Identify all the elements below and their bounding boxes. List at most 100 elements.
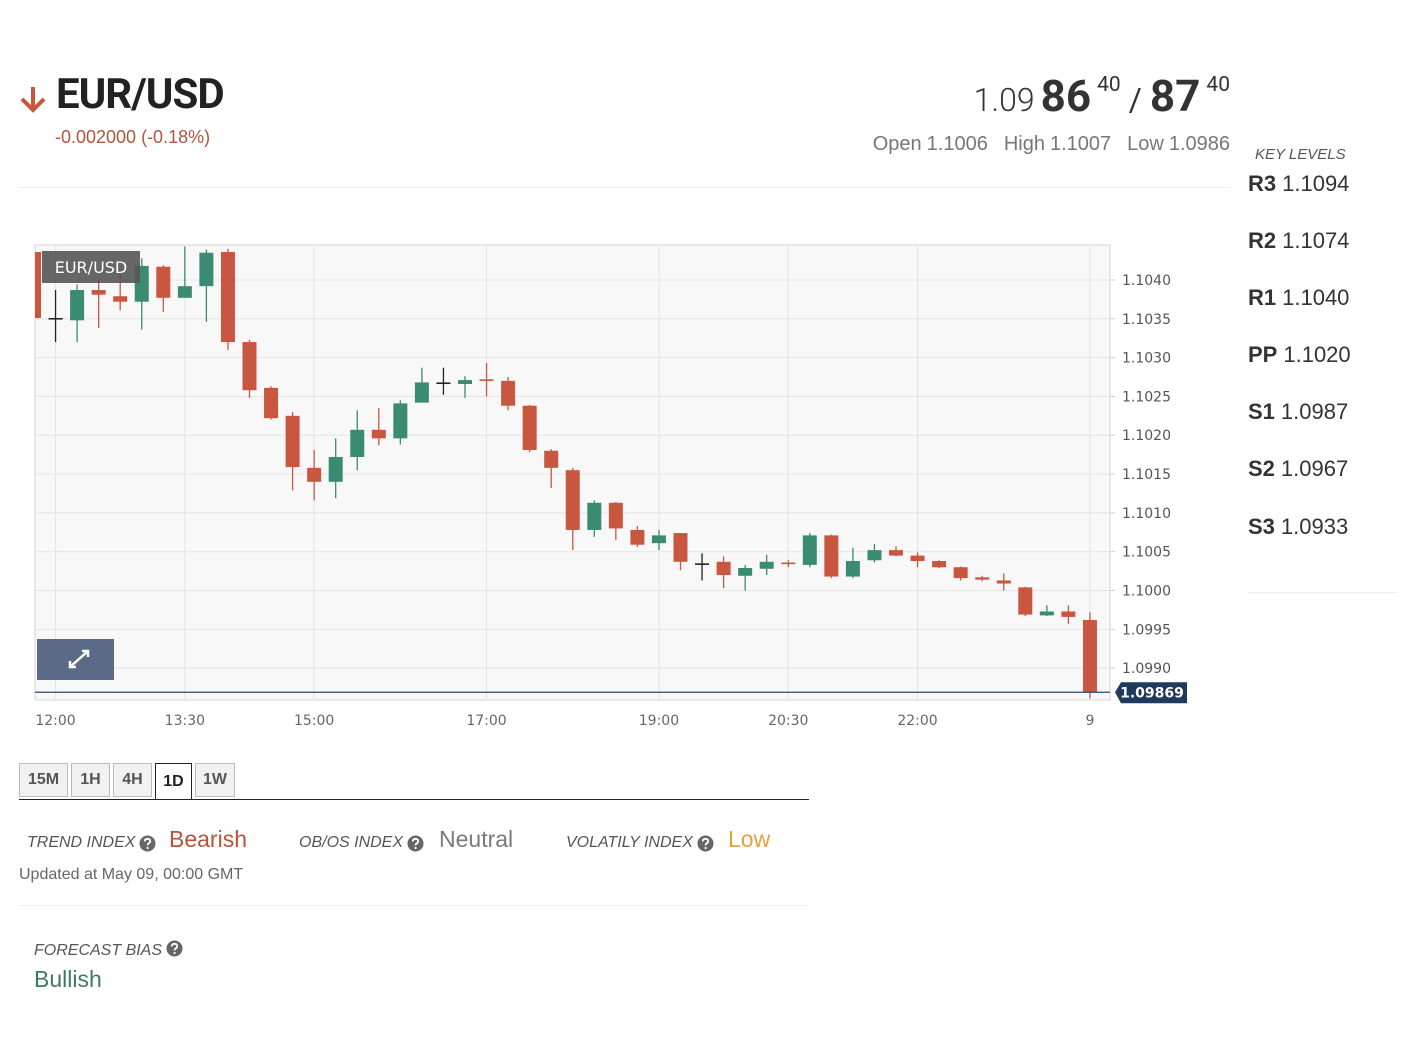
tab[interactable]: 1D (155, 763, 192, 800)
separator: / (1128, 81, 1142, 119)
candles (35, 246, 1097, 699)
candle-body (220, 251, 235, 343)
ask-frac: 40 (1206, 73, 1230, 97)
candle-body (156, 266, 171, 298)
help-icon (407, 835, 424, 851)
y-tick-label: 1.1030 (1122, 351, 1171, 367)
y-tick-label: 1.1025 (1122, 389, 1171, 405)
stat-value: 1.0986 (1168, 133, 1230, 155)
index-value: Neutral (439, 826, 514, 852)
candle-body (738, 568, 753, 576)
level-name: PP (1248, 342, 1278, 367)
help-icon (139, 835, 156, 851)
index-label: TREND INDEX (27, 834, 156, 852)
key-level: S1 1.0987 (1248, 399, 1348, 425)
key-level: PP 1.1020 (1248, 342, 1351, 368)
help-dot (173, 951, 176, 955)
x-tick-label: 9 (1085, 713, 1094, 729)
index-label: OB/OS INDEX (299, 834, 424, 852)
key-level: R3 1.1094 (1248, 171, 1349, 197)
level-value: 1.1040 (1282, 285, 1350, 310)
divider (19, 187, 1230, 188)
level-value: 1.1094 (1282, 171, 1350, 196)
x-tick-label: 13:30 (165, 713, 205, 729)
updated: Updated at May 09, 00:00 GMT (19, 866, 244, 883)
index-value: Low (728, 826, 771, 852)
candle-body (759, 561, 774, 569)
index-label-text: TREND INDEX (27, 834, 136, 851)
stat: Open 1.1006 (873, 133, 988, 156)
stat: High 1.1007 (1004, 133, 1111, 156)
level-name: R3 (1248, 171, 1277, 196)
candle-body (328, 456, 343, 482)
candle-body (651, 535, 666, 544)
x-tick-label: 22:00 (897, 713, 937, 729)
expand-box[interactable] (37, 639, 114, 680)
candle-body (479, 379, 494, 381)
help-mark (411, 837, 420, 845)
help-mark (144, 837, 152, 845)
level-name: S2 (1248, 456, 1275, 481)
level-value: 1.0967 (1280, 456, 1349, 481)
candle-body (199, 252, 214, 287)
stat-label: Open (872, 133, 922, 155)
level-value: 1.0933 (1280, 514, 1349, 539)
candle-body (673, 533, 688, 562)
y-tick-label: 1.1040 (1122, 273, 1171, 289)
tab[interactable]: 1W (195, 763, 235, 797)
candle-body (1039, 611, 1054, 616)
tab[interactable]: 1H (71, 763, 110, 797)
candle-body (264, 387, 279, 419)
level-value: 1.0987 (1280, 399, 1349, 424)
tabs-line (19, 799, 809, 800)
index-label: VOLATILY INDEX (566, 834, 714, 852)
candle-body (35, 251, 41, 318)
tab[interactable]: 4H (113, 763, 152, 797)
y-tick-label: 1.0995 (1122, 622, 1171, 638)
candle-body (695, 563, 710, 565)
level-name: S1 (1248, 399, 1275, 424)
stat-value: 1.1006 (926, 133, 988, 155)
help-dot (704, 846, 707, 849)
help-icon (166, 940, 183, 957)
bid-pips: 86 (1040, 70, 1092, 122)
y-tick-label: 1.0990 (1122, 661, 1171, 677)
key-level: S3 1.0933 (1248, 514, 1348, 540)
key-level: R2 1.1074 (1248, 228, 1349, 254)
stat-label: Low (1127, 133, 1164, 155)
down-arrow (20, 87, 46, 113)
x-tick-label: 19:00 (639, 713, 679, 729)
level-name: R1 (1248, 285, 1277, 310)
candle-body (1018, 587, 1033, 615)
stat: Low 1.0986 (1127, 133, 1230, 156)
ask-pips: 87 (1149, 70, 1201, 122)
candle-body (565, 470, 580, 530)
x-tick-label: 17:00 (466, 713, 506, 729)
candle-body (802, 535, 817, 565)
level-value: 1.1020 (1283, 342, 1351, 367)
bid-frac: 40 (1097, 73, 1121, 97)
candle-body (953, 567, 968, 579)
key-levels-title: KEY LEVELS (1255, 146, 1346, 163)
expand-button[interactable] (37, 639, 114, 680)
forecast-value: Bullish (34, 966, 102, 992)
tab[interactable]: 15M (19, 763, 68, 797)
candle-body (436, 382, 451, 385)
level-name: S3 (1248, 514, 1275, 539)
y-tick-label: 1.1020 (1122, 428, 1171, 444)
candle-body (113, 296, 128, 302)
x-tick-label: 20:30 (768, 713, 808, 729)
y-tick-label: 1.1000 (1122, 584, 1171, 600)
x-tick-label: 15:00 (294, 713, 334, 729)
last-price-label: 1.09869 (1120, 686, 1184, 702)
key-level: S2 1.0967 (1248, 456, 1348, 482)
expand-icon (68, 649, 90, 669)
overlay: EUR/USD 1.09869 (35, 251, 1187, 704)
candle-body (371, 429, 386, 439)
y-tick-label: 1.1010 (1122, 506, 1171, 522)
level-name: R2 (1248, 228, 1277, 253)
candle-body (458, 380, 472, 384)
candle-body (544, 450, 559, 468)
candle-body (587, 502, 602, 530)
help-mark (170, 942, 179, 951)
